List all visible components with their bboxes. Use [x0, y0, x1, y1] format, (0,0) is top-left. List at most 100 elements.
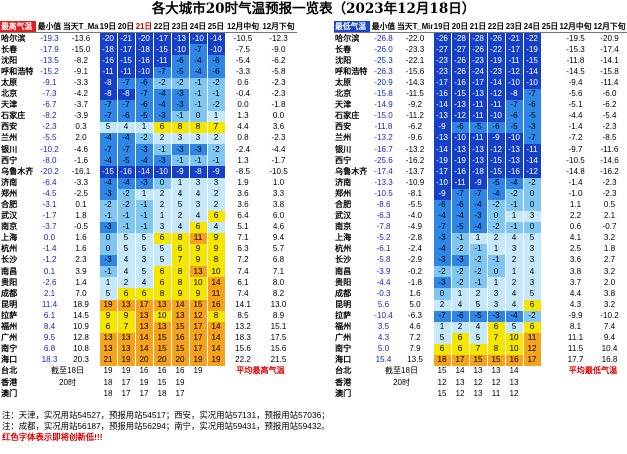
min-temp-city-cell: 西安	[334, 122, 371, 134]
max-temp-value-cell: 3.8	[261, 199, 297, 211]
max-temp-value-cell: -15	[117, 55, 136, 67]
min-temp-value-cell: -19.5	[559, 32, 593, 45]
min-temp-city-cell: 福州	[334, 321, 371, 333]
max-temp-value-cell: -13	[171, 32, 190, 45]
max-temp-value-cell: -6	[207, 55, 226, 67]
min-temp-value-cell	[592, 377, 627, 389]
min-temp-value-cell	[592, 388, 627, 400]
min-temp-city-cell: 济南	[334, 177, 371, 189]
min-temp-value-cell: -6	[451, 122, 470, 134]
min-temp-value-cell: 5	[433, 332, 452, 344]
max-temp-value-cell: -2	[207, 99, 226, 111]
max-temp-value-cell: -3	[171, 88, 190, 100]
max-temp-body: 哈尔滨 -19.3 -13.6 -20 -21 -20 -17 -13 -10 -14 -10.5-…	[0, 32, 297, 400]
min-temp-value-cell: -4	[451, 210, 470, 222]
min-temp-value-cell: -6	[451, 310, 470, 322]
min-temp-value-cell: -11.8	[559, 55, 593, 67]
max-temp-value-cell: 10.9	[63, 321, 100, 333]
max-temp-city-cell: 济南	[0, 177, 37, 189]
min-temp-value-cell	[541, 277, 560, 289]
min-temp-value-cell: -11	[469, 133, 488, 145]
max-temp-row: 合肥 -3.1 0.1 -2 -2 -1 2 5 3 2 3.6 3.8	[0, 199, 297, 211]
min-temp-value-cell: 15	[487, 355, 506, 367]
max-temp-value-cell	[261, 388, 297, 400]
min-temp-value-cell: 5	[505, 321, 524, 333]
min-temp-header-2: 当天T_Min	[397, 21, 433, 34]
min-temp-value-cell	[541, 332, 560, 344]
max-temp-value-cell: 19	[117, 355, 136, 367]
max-temp-city-cell: 呼和浩特	[0, 66, 37, 78]
min-temp-value-cell: -26	[451, 66, 470, 78]
min-temp-header-0: 最低气温	[334, 21, 370, 34]
min-temp-value-cell: 13.5	[397, 355, 434, 367]
min-temp-value-cell: -17	[433, 166, 452, 178]
max-temp-value-cell: 19	[171, 377, 190, 389]
max-temp-value-cell: -3	[99, 188, 118, 200]
max-temp-city-cell: 石家庄	[0, 110, 37, 123]
min-temp-value-cell	[541, 110, 560, 123]
min-temp-table: 最低气温 最小值 当天T_Min 19日 20日 21日 22日 23日 24日 25日 12月中旬…	[334, 21, 627, 400]
max-temp-city-cell: 太原	[0, 77, 37, 89]
min-temp-value-cell: 5	[523, 288, 542, 300]
max-temp-value-cell: 19	[99, 366, 118, 378]
max-temp-value-cell: -4	[99, 133, 118, 145]
max-temp-value-cell: 20	[153, 355, 172, 367]
min-temp-value-cell: -15.6	[397, 66, 434, 78]
min-temp-value-cell	[541, 343, 560, 356]
min-temp-header-10: 12月中旬	[559, 21, 592, 34]
min-temp-city-cell: 西宁	[334, 155, 371, 167]
min-temp-value-cell: -11	[451, 177, 470, 189]
max-temp-row: 呼和浩特 -15.2 -9.1 -11 -11 -10 -7 -5 -4 -6 -3.3 -5.8	[0, 66, 297, 78]
min-temp-value-cell: 2.7	[592, 255, 627, 267]
min-temp-value-cell: -6.3	[370, 210, 398, 222]
min-temp-value-cell: -13	[505, 144, 524, 156]
min-temp-value-cell: -4.9	[397, 221, 434, 233]
min-temp-city-cell: 北京	[334, 88, 371, 100]
min-temp-city-cell: 太原	[334, 77, 371, 89]
max-temp-row: 上海 0.0 1.6 0 5 5 6 8 11 9 7.1 9.4	[0, 232, 297, 245]
max-temp-value-cell: 4	[171, 188, 190, 200]
max-temp-value-cell: 8.0	[261, 277, 297, 289]
max-temp-value-cell: 9	[189, 255, 208, 267]
min-temp-value-cell: 2.5	[559, 244, 593, 256]
min-temp-row: 西宁 -25.6 -16.2 -19 -19 -13 -15 -13 -14 -10.5 -14.6	[334, 155, 627, 167]
max-temp-value-cell: 20	[135, 355, 154, 367]
min-temp-value-cell: 3.2	[592, 266, 627, 278]
min-temp-value-cell: 6	[451, 332, 470, 344]
max-temp-value-cell: -6	[117, 110, 136, 123]
min-temp-city-cell: 长春	[334, 44, 371, 56]
max-temp-value-cell: 5	[117, 232, 136, 245]
min-temp-value-cell: 10	[505, 332, 524, 344]
min-temp-value-cell: 5	[469, 332, 488, 344]
min-temp-value-cell: -6.3	[397, 310, 434, 322]
max-temp-value-cell: 13	[153, 321, 172, 333]
min-temp-value-cell: -27	[433, 44, 452, 56]
max-temp-value-cell: -3.1	[36, 199, 64, 211]
min-temp-value-cell: -4.4	[559, 110, 593, 123]
min-temp-value-cell: -14	[523, 155, 542, 167]
max-temp-value-cell: 7	[117, 321, 136, 333]
max-temp-value-cell: -17.9	[36, 44, 64, 56]
min-temp-value-cell: 8.1	[559, 321, 593, 333]
min-temp-value-cell: -9	[433, 122, 452, 134]
min-temp-value-cell: -26.3	[370, 66, 398, 78]
max-temp-value-cell: -4	[153, 88, 172, 100]
min-temp-value-cell: -5	[469, 310, 488, 322]
max-temp-value-cell: -16	[117, 166, 136, 178]
max-temp-header-6: 22日	[153, 21, 171, 34]
min-temp-value-cell: 4	[523, 266, 542, 278]
min-temp-city-cell: 银川	[334, 144, 371, 156]
max-temp-value-cell	[36, 388, 64, 400]
max-temp-value-cell: -4.4	[261, 144, 297, 156]
max-temp-value-cell: -4	[117, 177, 136, 189]
max-temp-value-cell: -4	[189, 55, 208, 67]
max-temp-value-cell: 6	[189, 221, 208, 233]
max-temp-value-cell: -2.3	[36, 122, 64, 134]
max-temp-value-cell: -5.5	[36, 133, 64, 145]
min-temp-value-cell: -4.4	[370, 277, 398, 289]
min-temp-value-cell: -14.6	[592, 155, 627, 167]
min-temp-value-cell: -25.6	[370, 155, 398, 167]
min-temp-value-cell: -5.1	[559, 99, 593, 111]
min-temp-value-cell: -4	[505, 310, 524, 322]
min-temp-value-cell: 8	[487, 343, 506, 356]
